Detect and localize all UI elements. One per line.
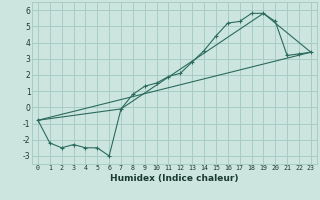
X-axis label: Humidex (Indice chaleur): Humidex (Indice chaleur): [110, 174, 239, 183]
